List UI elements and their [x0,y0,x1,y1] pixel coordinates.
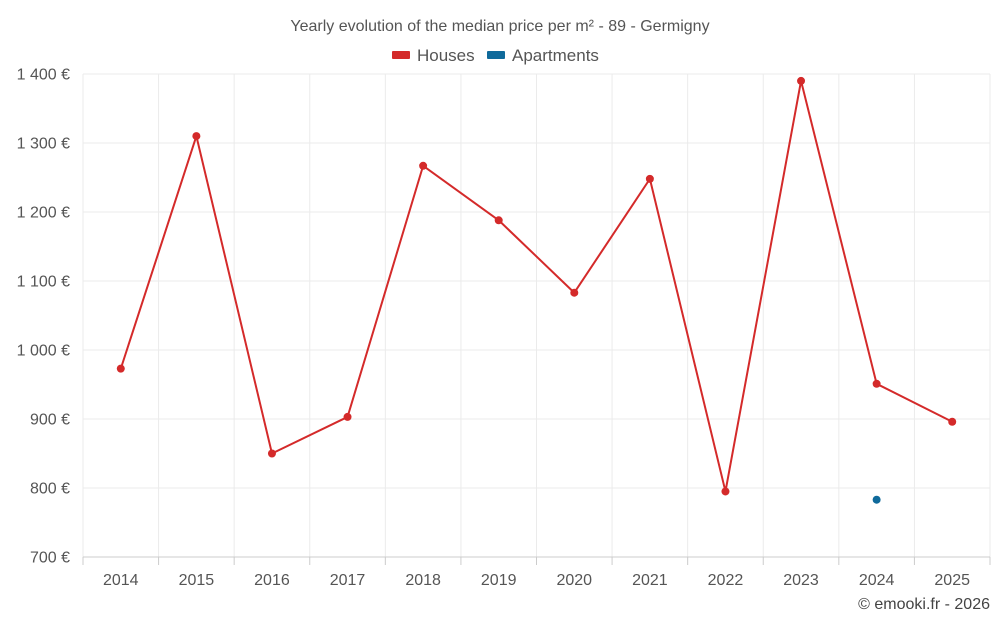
legend-label-houses: Houses [417,46,475,65]
chart-title: Yearly evolution of the median price per… [290,18,709,35]
legend-swatch-houses [392,51,410,59]
legend-item-houses[interactable]: Houses [392,46,475,65]
x-tick-label: 2022 [708,572,744,589]
data-point-houses[interactable] [419,161,428,170]
legend-swatch-apartments [487,51,505,59]
series-line-houses [119,79,953,493]
grid [82,73,991,557]
data-point-houses[interactable] [948,417,957,426]
series-houses [116,76,957,496]
x-tick-label: 2025 [934,572,970,589]
axes: 700 € 800 € 900 € 1 000 € 1 100 € 1 200 € 1 30… [17,67,991,589]
x-tick-label: 2017 [330,572,366,589]
data-point-houses[interactable] [570,288,579,297]
data-point-houses[interactable] [494,216,503,225]
y-tick-label: 900 € [30,412,70,429]
series [116,76,957,504]
data-point-houses[interactable] [192,132,201,141]
x-tick-label: 2021 [632,572,668,589]
data-point-houses[interactable] [645,174,654,183]
x-tick-label: 2014 [103,572,139,589]
x-tick-label: 2015 [179,572,215,589]
data-point-houses[interactable] [721,487,730,496]
credit-text: © emooki.fr - 2026 [858,596,990,613]
y-tick-label: 1 400 € [17,67,70,84]
legend: Houses Apartments [392,46,599,65]
x-tick-label: 2019 [481,572,517,589]
y-tick-label: 1 300 € [17,136,70,153]
x-tick-label: 2016 [254,572,290,589]
data-point-houses[interactable] [797,76,806,85]
data-point-houses[interactable] [343,412,352,421]
x-tick-label: 2024 [859,572,895,589]
data-point-apartments[interactable] [872,495,881,504]
data-point-houses[interactable] [116,364,125,373]
x-tick-label: 2018 [405,572,441,589]
y-tick-label: 800 € [30,481,70,498]
y-tick-label: 1 000 € [17,343,70,360]
y-tick-label: 700 € [30,550,70,567]
data-point-houses[interactable] [872,379,881,388]
data-point-houses[interactable] [267,449,276,458]
x-tick-label: 2020 [556,572,592,589]
y-tick-label: 1 200 € [17,205,70,222]
legend-item-apartments[interactable]: Apartments [487,46,599,65]
y-tick-label: 1 100 € [17,274,70,291]
x-tick-label: 2023 [783,572,819,589]
series-apartments [872,495,881,504]
legend-label-apartments: Apartments [512,46,599,65]
